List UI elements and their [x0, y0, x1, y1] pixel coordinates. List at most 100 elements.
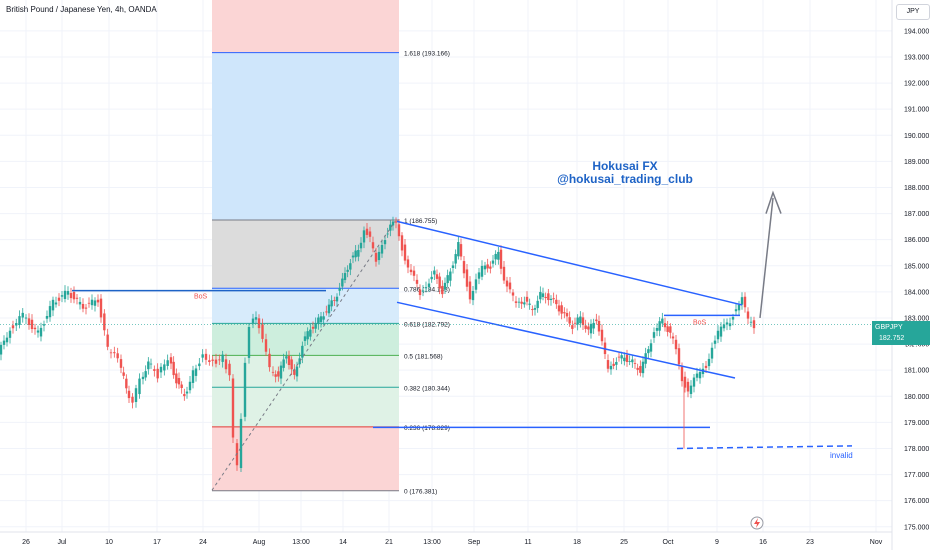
candle-body — [468, 281, 472, 300]
candle-body — [749, 321, 753, 323]
candle-body — [30, 319, 34, 330]
candle-body — [298, 358, 301, 365]
candle-body — [36, 330, 40, 333]
candle-body — [474, 279, 478, 290]
candle-body — [295, 366, 299, 377]
candle-body — [251, 318, 255, 323]
candle-body — [451, 265, 455, 268]
time-tick-label: 23 — [806, 539, 814, 546]
candle-body — [303, 336, 307, 341]
time-tick-label: 13:00 — [292, 539, 310, 546]
invalid-line — [676, 445, 853, 450]
candle-body — [153, 369, 156, 371]
price-tick-label: 186.000 — [904, 237, 929, 244]
candle-body — [109, 352, 113, 354]
candle-body — [69, 293, 73, 299]
candle-body — [589, 323, 593, 334]
candle-body — [459, 244, 463, 257]
fib-zone-0786 — [212, 219, 399, 289]
time-tick-label: 16 — [759, 539, 767, 546]
time-axis[interactable]: 26 Jul 10 17 24 Aug 13:00 14 21 13:00 Sep 11 18 25 Oct… — [0, 516, 892, 546]
fib-label: 0.5 (181.568) — [404, 353, 443, 360]
candles — [0, 216, 756, 472]
candle-body — [560, 305, 563, 314]
candle-body — [317, 317, 320, 325]
fib-label: 0 (176.381) — [404, 489, 437, 496]
candle-body — [731, 317, 735, 320]
candle-body — [386, 233, 389, 235]
candle-body — [592, 322, 595, 329]
price-tick-label: 180.000 — [904, 394, 929, 401]
fib-zones — [212, 0, 399, 491]
candle-body — [144, 371, 147, 378]
candle-body — [531, 309, 534, 311]
candle-body — [623, 357, 626, 362]
candle-body — [579, 316, 582, 324]
candle-body — [539, 291, 542, 300]
candle-body — [141, 376, 145, 380]
candle-body — [138, 378, 141, 395]
price-tick-label: 184.000 — [904, 289, 929, 296]
candle-body — [443, 282, 447, 290]
candle-body — [424, 287, 428, 289]
candle-body — [394, 221, 398, 223]
time-tick-label: 17 — [153, 539, 161, 546]
candle-body — [449, 271, 452, 281]
candle-body — [655, 327, 659, 331]
candle-body — [39, 327, 43, 337]
time-tick-label: 11 — [524, 539, 531, 546]
candle-body — [103, 313, 106, 331]
lightning-icon[interactable] — [750, 516, 764, 530]
price-tick-label: 194.000 — [904, 28, 929, 35]
candle-body — [628, 361, 631, 362]
candle-body — [571, 325, 574, 329]
candle-body — [254, 317, 258, 320]
candle-body — [597, 320, 601, 332]
candle-body — [81, 303, 85, 309]
candle-body — [343, 273, 347, 281]
candle-body — [617, 356, 621, 358]
price-axis[interactable]: 175.000 176.000 177.000 178.000 179.000 180.0… — [891, 0, 929, 550]
candle-body — [680, 366, 684, 382]
candle-body — [172, 361, 175, 376]
candle-body — [319, 316, 323, 323]
price-tag-symbol: GBPJPY — [875, 324, 903, 331]
price-tag-price: 182.752 — [879, 335, 905, 342]
candle-body — [51, 299, 55, 311]
candle-body — [438, 276, 441, 289]
candle-body — [734, 309, 738, 312]
candle-body — [131, 396, 134, 403]
currency-button[interactable]: JPY — [896, 4, 930, 20]
candle-body — [666, 326, 669, 332]
candle-body — [547, 293, 550, 301]
candle-body — [557, 305, 561, 312]
candle-body — [311, 326, 315, 329]
candle-body — [462, 261, 466, 274]
price-tick-label: 179.000 — [904, 420, 929, 427]
candle-body — [362, 230, 366, 243]
candle-body — [335, 296, 339, 302]
price-tick-label: 187.000 — [904, 211, 929, 218]
candle-body — [2, 340, 6, 345]
candle-body — [639, 366, 642, 373]
candle-body — [406, 259, 410, 268]
fib-zone-0618 — [212, 288, 399, 324]
drawings: BoS BoS invalid — [0, 190, 892, 491]
candle-body — [441, 285, 444, 295]
candle-body — [119, 359, 123, 368]
bos-label-left: BoS — [194, 294, 208, 301]
price-tick-label: 188.000 — [904, 185, 929, 192]
fib-zone-0382 — [212, 355, 399, 427]
candle-body — [54, 302, 58, 305]
candle-body — [609, 365, 613, 370]
time-tick-label: Aug — [253, 539, 266, 546]
candle-body — [740, 297, 744, 305]
candle-body — [194, 368, 198, 376]
candle-body — [465, 269, 469, 287]
candle-body — [341, 278, 344, 287]
candle-body — [471, 290, 475, 301]
brand-name: Hokusai FX — [592, 159, 658, 173]
candle-body — [156, 368, 159, 379]
